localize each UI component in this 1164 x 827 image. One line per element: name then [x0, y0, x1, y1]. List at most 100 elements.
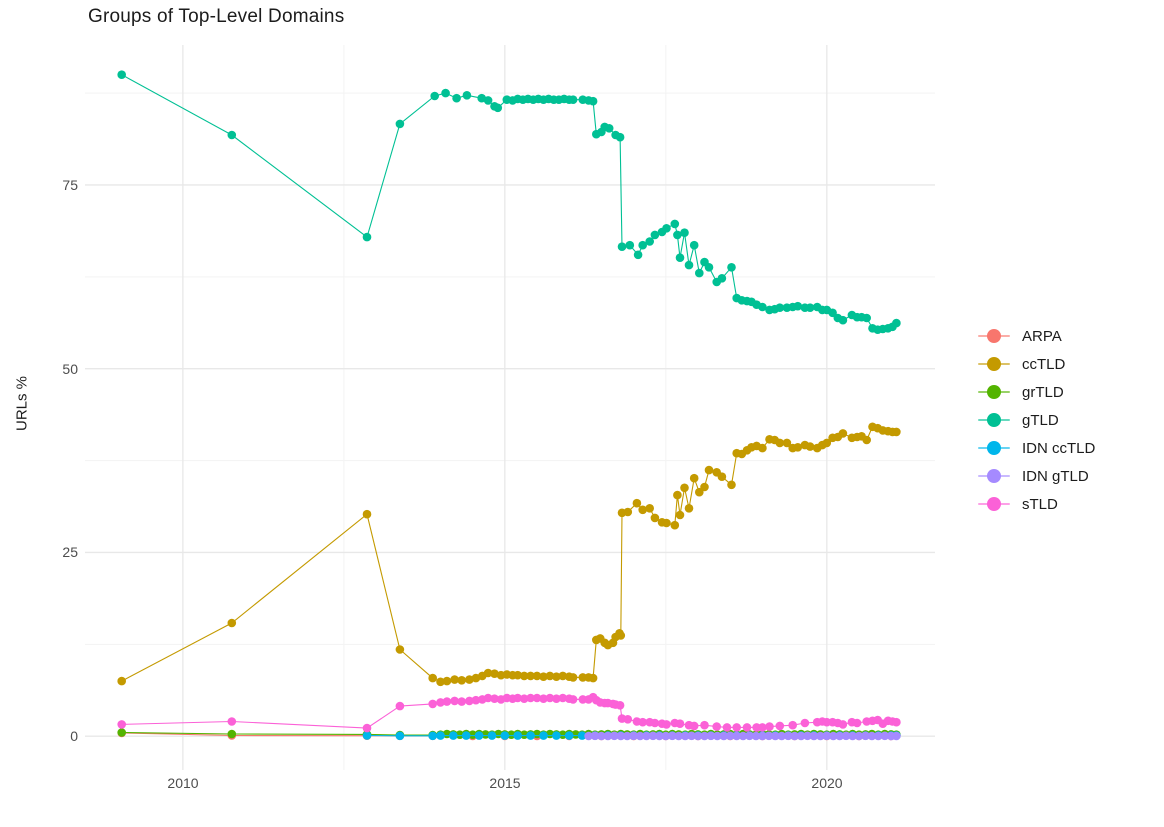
data-point — [552, 672, 561, 681]
data-point — [395, 645, 405, 654]
data-point — [700, 482, 709, 492]
data-point — [545, 671, 555, 681]
data-point — [809, 731, 819, 741]
data-point — [722, 723, 732, 732]
data-point — [758, 723, 767, 732]
data-point — [450, 675, 459, 684]
data-point — [539, 672, 548, 681]
data-point — [775, 303, 785, 313]
data-point — [436, 731, 445, 740]
data-point — [632, 498, 642, 508]
data-point — [816, 731, 825, 741]
data-point — [117, 720, 126, 729]
data-point — [687, 731, 696, 741]
chart-title: Groups of Top-Level Domains — [88, 6, 345, 27]
data-point — [793, 443, 803, 452]
data-point — [704, 465, 714, 475]
legend-label: ccTLD — [1022, 355, 1066, 373]
data-point — [519, 694, 529, 703]
data-point — [775, 438, 785, 448]
x-axis-tick-2020: 2020 — [811, 775, 843, 791]
data-point — [436, 677, 445, 687]
data-point — [617, 242, 627, 251]
data-point — [854, 731, 864, 741]
legend-label: IDN gTLD — [1022, 467, 1089, 485]
data-point — [623, 507, 633, 517]
data-point — [822, 438, 832, 448]
data-point — [841, 731, 851, 741]
data-point — [880, 731, 890, 741]
data-point — [822, 731, 832, 741]
data-point — [852, 718, 862, 728]
data-point — [650, 230, 660, 240]
data-point — [615, 132, 625, 142]
data-point — [483, 693, 493, 703]
data-point — [838, 720, 848, 729]
data-point — [788, 720, 797, 730]
data-point — [597, 731, 606, 741]
data-point — [449, 731, 458, 740]
data-point — [483, 668, 493, 678]
legend-key-icon — [976, 441, 1012, 455]
data-point — [765, 722, 774, 731]
data-point — [695, 268, 704, 278]
data-point — [362, 731, 372, 740]
y-axis-tick-75: 75 — [62, 177, 78, 193]
data-point — [727, 263, 736, 272]
data-point — [758, 302, 767, 312]
data-point — [532, 693, 542, 703]
data-point — [662, 518, 671, 528]
data-point — [568, 95, 578, 104]
data-point — [227, 729, 237, 739]
data-point — [758, 731, 767, 741]
data-point — [675, 510, 685, 520]
data-point — [558, 730, 568, 739]
data-point — [892, 717, 901, 727]
data-point — [450, 696, 459, 706]
data-point — [638, 505, 647, 515]
data-point — [625, 240, 635, 250]
data-point — [117, 70, 126, 79]
legend-key-icon — [976, 329, 1012, 343]
data-point — [568, 673, 578, 682]
data-point — [616, 731, 626, 741]
data-point — [783, 731, 793, 741]
data-point — [745, 731, 754, 741]
data-point — [892, 731, 901, 741]
data-point — [777, 731, 786, 741]
x-axis-tick-2015: 2015 — [489, 775, 521, 791]
legend-key-icon — [976, 385, 1012, 399]
y-axis-tick-50: 50 — [62, 361, 78, 377]
data-point — [227, 618, 237, 628]
data-point — [800, 718, 810, 728]
legend-item-cctld: ccTLD — [976, 350, 1095, 378]
data-point — [604, 124, 614, 133]
legend: ARPA ccTLD grTLD gTLD IDN ccTLD IDN gTLD… — [976, 322, 1095, 518]
data-point — [848, 731, 857, 741]
data-point — [545, 693, 555, 703]
data-point — [436, 698, 445, 707]
data-point — [577, 731, 587, 740]
data-point — [835, 731, 844, 741]
data-point — [441, 88, 450, 98]
data-point — [490, 694, 499, 703]
data-point — [395, 701, 405, 711]
data-point — [465, 675, 474, 684]
data-point — [717, 472, 727, 482]
data-point — [668, 731, 677, 741]
data-point — [568, 695, 578, 704]
data-point — [552, 694, 561, 703]
data-point — [650, 718, 660, 728]
data-point — [684, 504, 694, 513]
data-point — [584, 731, 593, 741]
data-point — [738, 731, 748, 741]
data-point — [727, 480, 736, 490]
data-point — [655, 731, 664, 741]
data-point — [689, 240, 699, 250]
data-point — [461, 731, 471, 740]
y-axis-title: URLs % — [13, 376, 31, 432]
data-point — [742, 723, 752, 732]
data-point — [758, 443, 767, 453]
data-point — [362, 232, 372, 242]
